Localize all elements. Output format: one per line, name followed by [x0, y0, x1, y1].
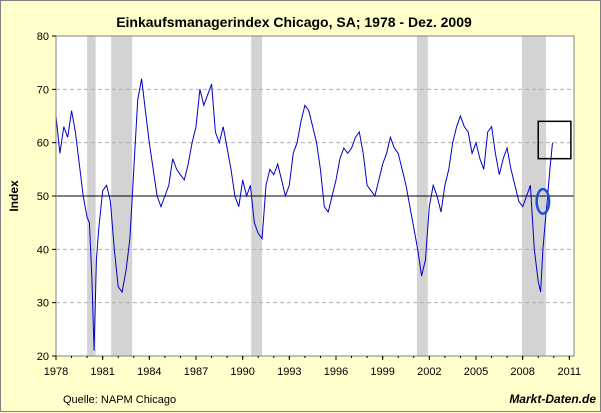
y-tick-label-60: 60 [37, 138, 49, 150]
x-tick-label-1990: 1990 [230, 366, 254, 378]
annotations [535, 120, 572, 215]
x-tick-label-1993: 1993 [277, 366, 301, 378]
x-tick-label-2008: 2008 [510, 366, 534, 378]
y-axis-label: Index [7, 180, 21, 212]
grid-lines [56, 88, 574, 304]
source-label: Quelle: NAPM Chicago [63, 394, 176, 406]
x-tick-label-2002: 2002 [417, 366, 441, 378]
series-layer [55, 78, 553, 351]
brand-label: Markt-Daten.de [509, 392, 596, 406]
axes: 1978 1981 1984 1987 1990 1993 1996 1999 2002 2005… [37, 31, 581, 378]
y-tick-label-20: 20 [37, 351, 49, 363]
x-tick-label-2011: 2011 [558, 366, 582, 378]
x-tick-label-1987: 1987 [184, 366, 208, 378]
y-tick-label-70: 70 [37, 84, 49, 96]
y-tick-label-80: 80 [37, 31, 49, 43]
x-tick-label-1999: 1999 [370, 366, 394, 378]
annotation-circle [535, 187, 551, 215]
y-tick-label-40: 40 [37, 244, 49, 256]
y-tick-label-50: 50 [37, 191, 49, 203]
y-tick-label-30: 30 [37, 298, 49, 310]
x-tick-label-1984: 1984 [137, 366, 161, 378]
x-tick-label-1981: 1981 [90, 366, 114, 378]
chart-title: Einkaufsmanagerindex Chicago, SA; 1978 -… [116, 14, 472, 30]
x-tick-label-2005: 2005 [464, 366, 488, 378]
annotation-box [537, 120, 572, 160]
x-tick-label-1996: 1996 [324, 366, 348, 378]
series-line-0 [55, 78, 553, 351]
x-tick-label-1978: 1978 [44, 366, 68, 378]
